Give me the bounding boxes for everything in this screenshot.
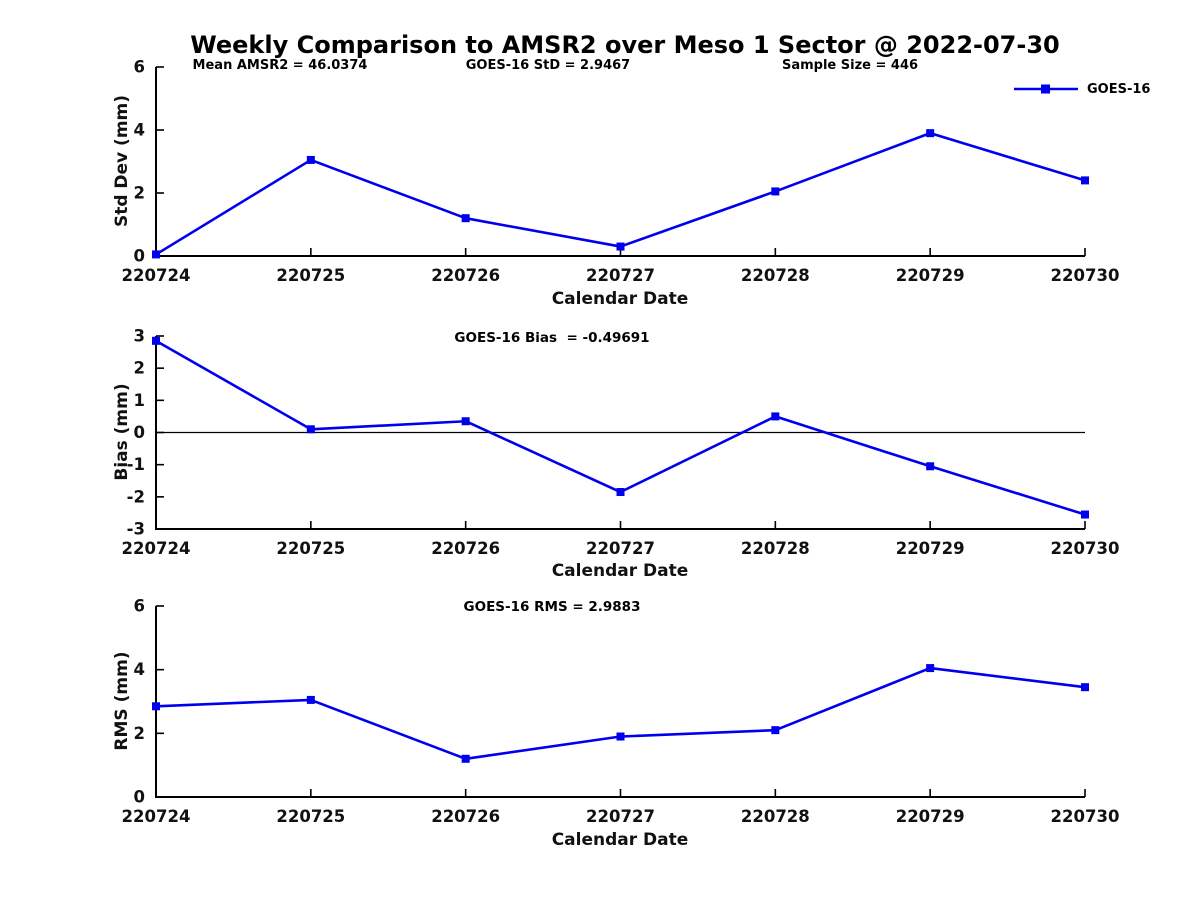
x-tick-label: 220724 (122, 807, 191, 826)
x-tick-label: 220728 (741, 539, 810, 558)
data-point-marker (461, 214, 470, 223)
x-tick-label: 220724 (122, 539, 191, 558)
x-tick-label: 220730 (1051, 266, 1120, 285)
x-tick-label: 220727 (586, 807, 655, 826)
x-tick-label: 220730 (1051, 807, 1120, 826)
y-tick-label: 0 (134, 247, 145, 266)
data-point-marker (461, 417, 470, 426)
stddev-y-axis-label: Std Dev (mm) (112, 94, 132, 228)
stat-mean-amsr2: Mean AMSR2 = 46.0374 (192, 58, 368, 73)
series-line (155, 131, 1086, 256)
bias-subplot-title: GOES-16 Bias = -0.49691 (454, 330, 650, 346)
legend: GOES-16 (1013, 80, 1150, 98)
rms-y-axis-label: RMS (mm) (112, 651, 132, 751)
y-tick-label: -2 (127, 487, 145, 506)
data-point-marker (306, 695, 315, 704)
y-tick-label: 3 (134, 327, 145, 346)
x-tick-label: 220727 (586, 539, 655, 558)
x-tick-label: 220726 (431, 539, 500, 558)
y-tick-label: -3 (127, 520, 145, 539)
data-point-marker (926, 664, 935, 673)
bias-chart: -3 -2 -1 0 1 2 3 220724 220725 220726 220727 220728… (122, 327, 1120, 559)
y-tick-label: 0 (134, 423, 145, 442)
data-point-marker (926, 129, 935, 138)
y-tick-label: 6 (134, 597, 145, 616)
x-tick-label: 220728 (741, 807, 810, 826)
rms-x-axis-label: Calendar Date (551, 830, 689, 850)
data-point-marker (616, 732, 625, 741)
x-tick-label: 220726 (431, 266, 500, 285)
stat-sample-size: Sample Size = 446 (781, 58, 919, 73)
axis-spines (155, 67, 1085, 257)
data-point-marker (1081, 683, 1089, 692)
y-tick-label: -1 (127, 455, 145, 474)
y-tick-label: 6 (134, 58, 145, 77)
x-tick-label: 220725 (276, 266, 345, 285)
stddev-x-axis-label: Calendar Date (551, 289, 689, 309)
data-point-marker (771, 412, 780, 421)
bias-x-axis-label: Calendar Date (551, 561, 689, 581)
stat-goes16-std: GOES-16 StD = 2.9467 (465, 58, 631, 73)
legend-line-sample-icon (1014, 84, 1078, 94)
legend-label: GOES-16 (1087, 81, 1151, 97)
data-point-marker (461, 754, 470, 763)
std-dev-chart: 0 2 4 6 220724 220725 220726 220727 220728 220729… (122, 58, 1120, 286)
x-tick-label: 220729 (896, 807, 965, 826)
y-tick-label: 0 (134, 788, 145, 807)
x-tick-label: 220728 (741, 266, 810, 285)
data-point-marker (1081, 510, 1089, 519)
data-point-marker (306, 155, 315, 164)
x-tick-label: 220725 (276, 539, 345, 558)
y-tick-label: 4 (134, 660, 145, 679)
bias-y-axis-label: Bias (mm) (112, 383, 132, 481)
data-point-marker (152, 250, 160, 259)
data-point-marker (152, 336, 160, 345)
x-tick-label: 220726 (431, 807, 500, 826)
x-tick-label: 220729 (896, 539, 965, 558)
series-line (155, 666, 1086, 761)
data-point-marker (771, 726, 780, 735)
data-point-marker (1081, 176, 1089, 185)
x-tick-label: 220729 (896, 266, 965, 285)
x-tick-label: 220725 (276, 807, 345, 826)
y-tick-label: 4 (134, 121, 145, 140)
rms-subplot-title: GOES-16 RMS = 2.9883 (463, 599, 641, 615)
rms-chart: 0 2 4 6 220724 220725 220726 220727 220728 220729… (122, 597, 1120, 827)
x-tick-label: 220724 (122, 266, 191, 285)
data-point-marker (616, 488, 625, 497)
figure-title: Weekly Comparison to AMSR2 over Meso 1 S… (190, 31, 1060, 59)
y-tick-label: 2 (134, 359, 145, 378)
y-tick-label: 2 (134, 724, 145, 743)
data-point-marker (616, 242, 625, 251)
data-point-marker (306, 425, 315, 434)
data-point-marker (771, 187, 780, 196)
x-tick-label: 220727 (586, 266, 655, 285)
data-point-marker (152, 702, 160, 711)
y-tick-label: 1 (134, 391, 145, 410)
x-tick-label: 220730 (1051, 539, 1120, 558)
y-tick-label: 2 (134, 184, 145, 203)
data-point-marker (926, 462, 935, 471)
